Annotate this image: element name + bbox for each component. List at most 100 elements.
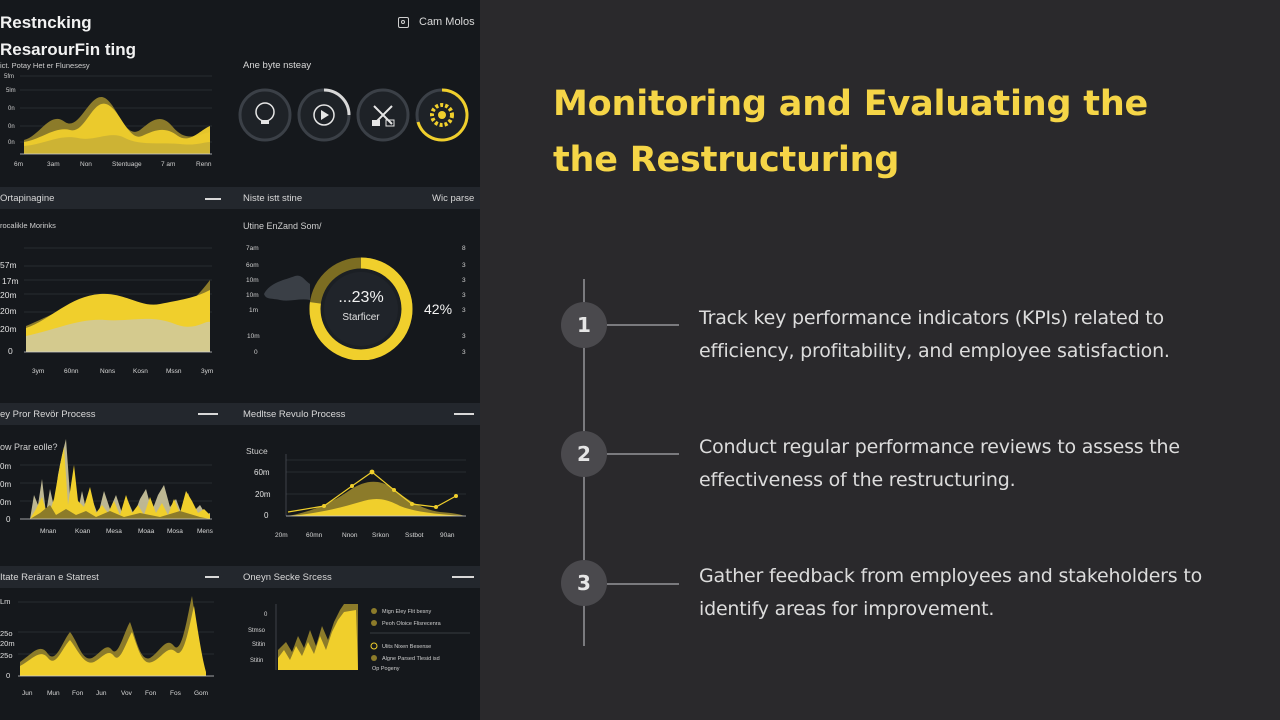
donut-label: Starficer [342,312,380,323]
panel4-subtitle: Utine EnZand Som/ [243,221,322,231]
p7-ytick: Lm [0,597,10,606]
p3-xtick: 60nn [64,368,79,375]
donut-value: ...23% [338,289,383,306]
p6-ytick: 0 [264,511,269,520]
step-number-2: 2 [561,431,607,477]
donut-arc [309,257,413,360]
step-text-2: Conduct regular performance reviews to a… [699,436,1180,491]
p1-xtick: Non [80,161,92,168]
panel7-area-chart: Lm 25o 25o 20m 0 Jun Mun Fon Jun Vov Fon… [0,596,214,697]
panel6-title: Medltse Revulo Process [243,409,346,420]
panel1-subtitle: ict. Potay Het er Flunesesy [0,61,90,70]
p4-rtick: 3 [462,349,466,356]
p1-xtick: 7 am [161,161,175,168]
p7-xtick: Vov [121,690,133,697]
p1-ytick: 0n [8,140,15,146]
p6-xtick: Sstbot [405,532,424,539]
p7-xtick: Jun [22,690,33,697]
p7-ytick: 20m [0,639,15,648]
step-number-3: 3 [561,560,607,606]
p8-ytick: Stitin [250,658,263,664]
panel3-title: Ortapinagine [0,193,55,204]
p5-xtick: Moaa [138,528,155,535]
p6-xtick: 60mn [306,532,323,539]
p3-ytick: 0 [8,346,13,356]
p4-ytick: 10m [246,292,259,299]
p4-rtick: 3 [462,262,466,269]
p5-xtick: Mosa [167,528,183,535]
p8-legend-item: Ulits Nixen Besense [382,644,431,650]
p1-ytick: 0n [8,124,15,130]
p5-ytick: 0 [6,515,11,524]
slide-title: Monitoring and Evaluating the the Restru… [553,84,1149,180]
p8-legend-item: Op Pogeny [372,666,400,672]
p3-xtick: 3ym [32,368,44,375]
step-text-1: Track key performance indicators (KPIs) … [699,307,1170,362]
p4-ytick: 6om [246,262,259,269]
p7-xtick: Gom [194,690,208,697]
panel4-action[interactable]: Wic parse [432,193,475,204]
p5-xtick: Koan [75,528,91,535]
p7-xtick: Jun [96,690,107,697]
p5-ytick: 0m [0,498,11,507]
p1-xtick: Stentuage [112,161,142,168]
panel4-title: Niste istt stine [243,193,303,204]
p4-rtick: 8 [462,245,466,252]
panel1-area-chart: 5fm 5lm 0n 0n 0n 6m 3am Non Stentuage 7 … [4,74,212,168]
p7-xtick: Fon [72,690,84,697]
p7-ytick: 25o [0,651,13,660]
step-number-1: 1 [561,302,607,348]
p6-xtick: 20m [275,532,288,539]
p6-ytick: 20m [255,490,271,499]
p8-ytick: 0 [264,612,268,618]
p5-ytick: 0m [0,462,11,471]
p5-xtick: Mesa [106,528,122,535]
p8-ytick: Stitin [252,642,265,648]
p5-xtick: Mnan [40,528,57,535]
bulb-dial-icon [238,88,292,142]
p8-legend-item: Peoh Oloice Flisrecenra [382,621,442,627]
p5-xtick: Mens [197,528,214,535]
p6-ytick: 60m [254,468,270,477]
p1-ytick: 0n [8,106,15,112]
panel5-title: ey Pror Revör Process [0,409,96,420]
p7-ytick: 0 [6,671,10,680]
p3-ytick: 20m [0,306,17,316]
p3-xtick: Mssn [166,368,182,375]
dashboard-image: Restncking Cam Molos ResarourFin ting ic… [0,0,480,720]
p4-ytick: 10m [247,333,260,340]
p4-ytick: 7am [246,245,259,252]
step-connector-1 [607,324,679,326]
panel3-subtitle: rocalikle Morinks [0,221,56,230]
panel6-subtitle: Stuce [246,446,268,456]
p6-xtick: 90an [440,532,455,539]
panel2-title: Ane byte nsteay [243,60,312,71]
p3-ytick: 17m [2,276,19,286]
p7-xtick: Fos [170,690,182,697]
p4-rtick: 3 [462,277,466,284]
panel5-spike-chart: 0m 0m 0m 0 Mnan Koan Mesa Moaa Mosa Mens [0,439,214,535]
p3-ytick: 20m [0,324,17,334]
donut-side-value: 42% [424,301,452,317]
p6-xtick: Srkon [372,532,389,539]
p4-ytick: 1m [249,307,258,314]
gear-dial-icon [415,88,469,142]
p1-ytick: 5fm [4,74,14,80]
step-connector-2 [607,453,679,455]
tools-dial-icon [356,88,410,142]
step-connector-3 [607,583,679,585]
p7-xtick: Fon [145,690,157,697]
p1-ytick: 5lm [6,88,16,94]
p8-legend-item: Mign Eley Flit besny [382,609,431,615]
user-label: Cam Molos [419,16,475,28]
panel7-title: Itate Reräran e Statrest [0,572,99,583]
p1-xtick: 3am [47,161,60,168]
panel5-subtitle: ow Prar eolle? [0,442,58,452]
p6-xtick: Nnon [342,532,358,539]
panel6-line-area-chart: 60m 20m 0 20m 60mn Nnon Srkon Sstbot 90a… [254,454,466,539]
p3-xtick: Nons [100,368,116,375]
p4-ytick: 0 [254,349,258,356]
p4-rtick: 3 [462,333,466,340]
p3-ytick: 57m [0,260,17,270]
play-dial-icon [297,88,351,142]
